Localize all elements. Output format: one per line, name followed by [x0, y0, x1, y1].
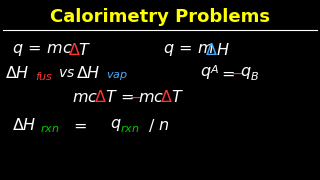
Text: $mc$: $mc$: [72, 89, 98, 105]
Text: $-$: $-$: [230, 66, 244, 80]
Text: $T$: $T$: [78, 42, 91, 58]
Text: $fus$: $fus$: [35, 70, 53, 82]
Text: $vs$: $vs$: [58, 66, 75, 80]
Text: $A$: $A$: [210, 63, 220, 75]
Text: $H$: $H$: [216, 42, 230, 58]
Text: $n$: $n$: [158, 118, 169, 132]
Text: Calorimetry Problems: Calorimetry Problems: [50, 8, 270, 26]
Text: $q\,=\,mc$: $q\,=\,mc$: [12, 42, 73, 58]
Text: $T\,=$: $T\,=$: [105, 89, 134, 105]
Text: $rxn$: $rxn$: [120, 123, 140, 134]
Text: $rxn$: $rxn$: [40, 123, 60, 134]
Text: $vap$: $vap$: [106, 70, 128, 82]
Text: $T$: $T$: [171, 89, 184, 105]
Text: $\Delta H$: $\Delta H$: [5, 65, 29, 81]
Text: $=$: $=$: [70, 118, 87, 132]
Text: $q\,=\,m$: $q\,=\,m$: [163, 42, 214, 58]
Text: $\Delta H$: $\Delta H$: [12, 117, 36, 133]
Text: $q$: $q$: [200, 65, 212, 81]
Text: $\Delta H$: $\Delta H$: [76, 65, 100, 81]
Text: $q$: $q$: [110, 117, 122, 133]
Text: $\Delta$: $\Delta$: [160, 89, 173, 105]
Text: $q$: $q$: [240, 65, 252, 81]
Text: $\Delta$: $\Delta$: [205, 42, 218, 58]
Text: $mc$: $mc$: [138, 89, 164, 105]
Text: $/$: $/$: [148, 116, 156, 134]
Text: $=$: $=$: [218, 66, 235, 80]
Text: $\Delta$: $\Delta$: [94, 89, 107, 105]
Text: $\Delta$: $\Delta$: [68, 42, 81, 58]
Text: $-$: $-$: [128, 89, 142, 105]
Text: $B$: $B$: [250, 70, 259, 82]
